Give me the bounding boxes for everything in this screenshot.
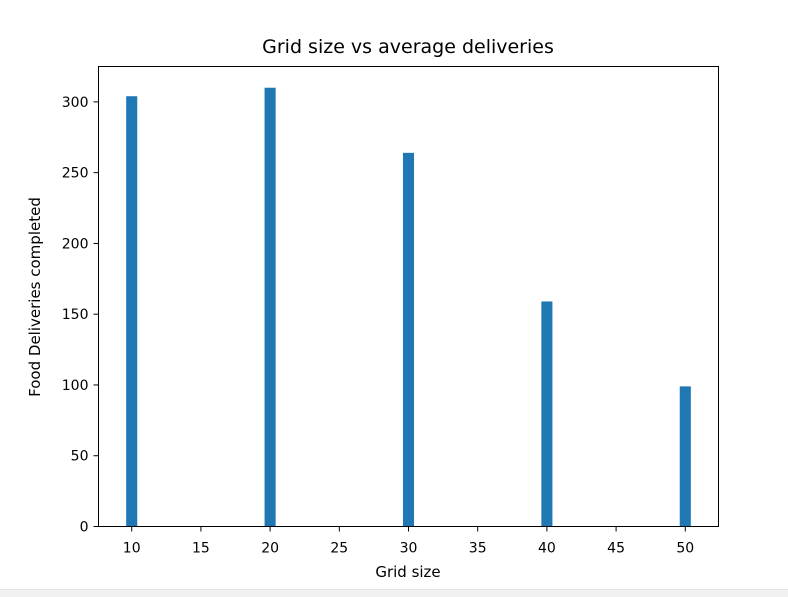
y-tick-label: 100	[62, 378, 89, 394]
window-bottom-edge	[0, 589, 788, 597]
y-axis: 0 50 100 150 200 250 300	[62, 95, 99, 536]
bar-10	[126, 96, 138, 527]
x-tick-label: 50	[676, 541, 694, 557]
y-tick-label: 0	[80, 520, 89, 536]
x-tick-label: 15	[192, 541, 210, 557]
y-tick-label: 150	[62, 307, 89, 323]
x-tick-label: 35	[469, 541, 487, 557]
x-axis-label: Grid size	[375, 563, 440, 581]
y-tick-label: 300	[62, 95, 89, 111]
x-tick-label: 25	[330, 541, 348, 557]
x-tick-label: 10	[123, 541, 141, 557]
y-tick-label: 50	[71, 449, 89, 465]
x-tick-label: 45	[607, 541, 625, 557]
bars-layer	[126, 87, 691, 527]
bar-30	[402, 152, 415, 527]
x-tick-label: 40	[538, 541, 556, 557]
x-tick-label: 20	[261, 541, 279, 557]
y-tick-label: 200	[62, 236, 89, 252]
y-axis-label: Food Deliveries completed	[26, 197, 44, 397]
x-axis: 10 15 20 25 30 35 40 45 50	[123, 526, 694, 557]
chart-title: Grid size vs average deliveries	[262, 36, 554, 58]
bar-40	[541, 301, 553, 527]
bar-20	[264, 87, 276, 527]
x-tick-label: 30	[400, 541, 418, 557]
bar-50	[679, 386, 691, 527]
y-tick-label: 250	[62, 166, 89, 182]
